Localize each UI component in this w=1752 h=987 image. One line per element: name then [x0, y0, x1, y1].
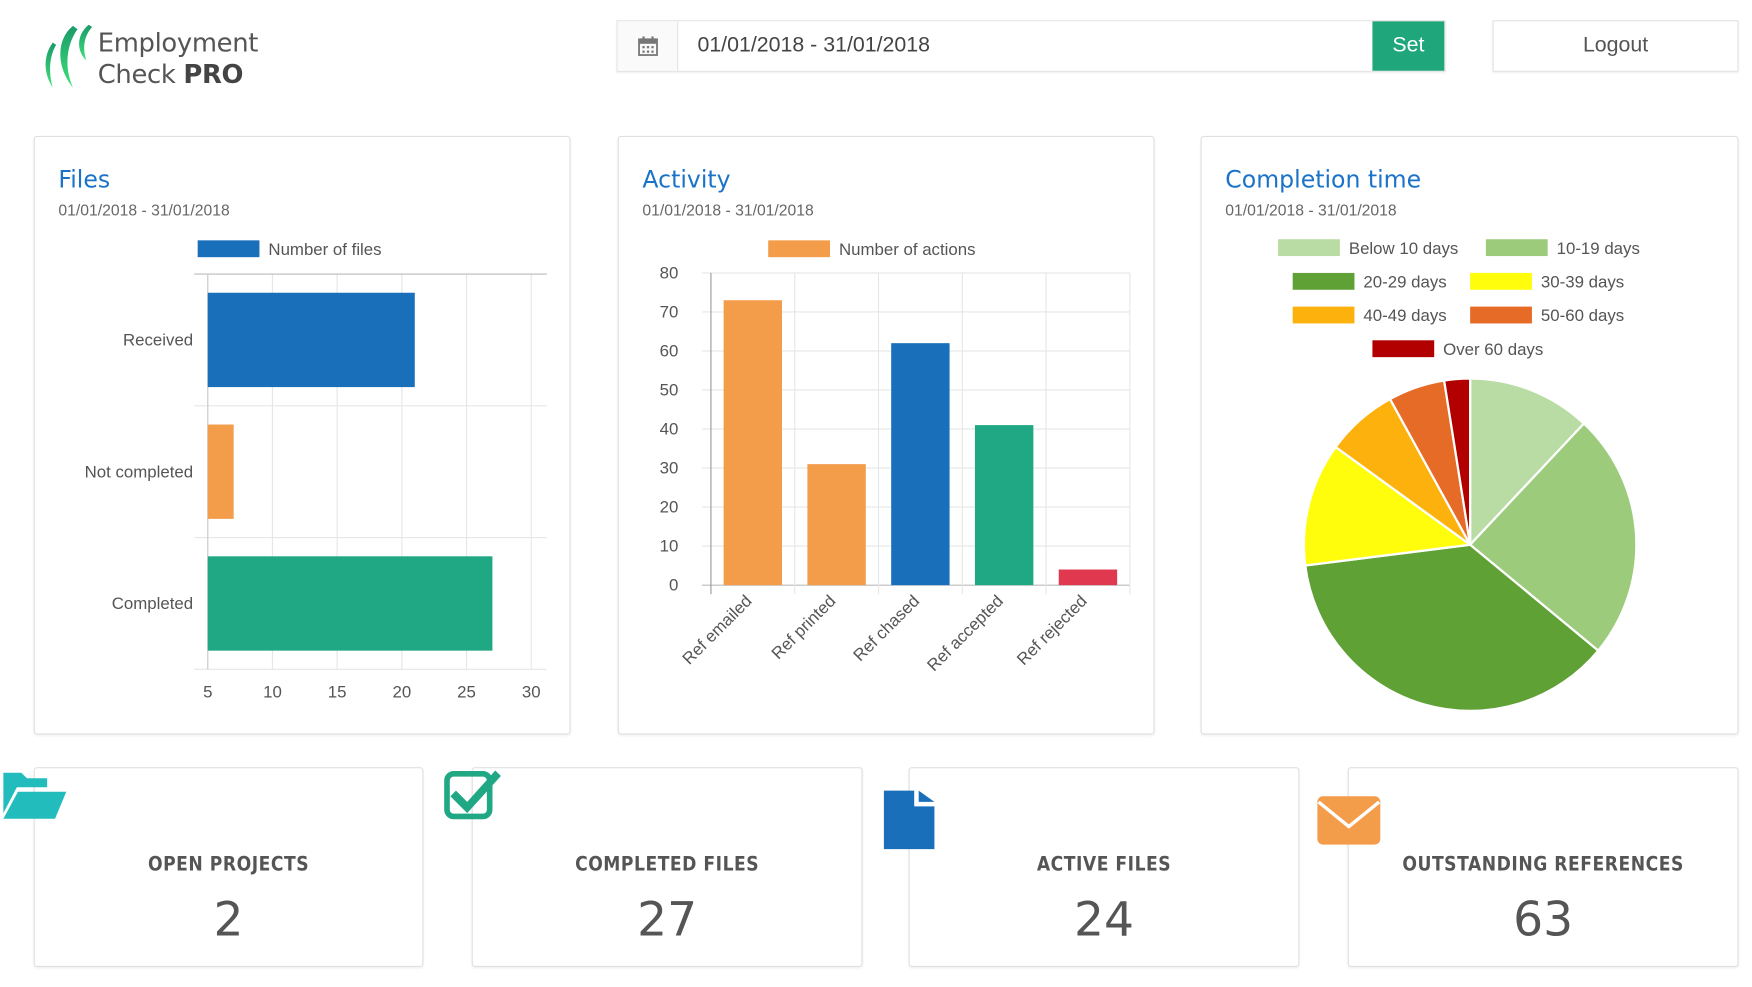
stat-outstanding-references[interactable]: OUTSTANDING REFERENCES 63 — [1317, 767, 1739, 967]
envelope-icon — [1317, 796, 1381, 845]
stat-label: OPEN PROJECTS — [147, 853, 310, 877]
activity-date: 01/01/2018 - 31/01/2018 — [642, 201, 814, 220]
stat-label: COMPLETED FILES — [575, 853, 760, 877]
y-tick-label: 30 — [660, 459, 679, 478]
pie-slice-20-29-days — [1303, 543, 1600, 712]
stat-value: 2 — [213, 891, 244, 947]
y-tick-label: 70 — [660, 303, 679, 322]
x-tick-label: 30 — [522, 682, 541, 701]
y-tick-label: Completed — [112, 594, 193, 613]
legend-swatch — [768, 240, 830, 258]
bar-completed — [207, 556, 493, 651]
file-icon — [883, 790, 935, 850]
x-tick-label: Ref emailed — [679, 591, 756, 668]
legend-swatch — [1278, 239, 1340, 257]
x-tick-label: 15 — [328, 682, 347, 701]
legend-label: Over 60 days — [1443, 340, 1543, 359]
stat-active-files[interactable]: ACTIVE FILES 24 — [883, 767, 1300, 967]
files-chart: Number of files 5 10 15 20 25 30 Received Not co… — [85, 240, 547, 701]
stat-open-projects[interactable]: OPEN PROJECTS 2 — [3, 767, 424, 967]
legend-label: 50-60 days — [1541, 306, 1624, 325]
set-button[interactable]: Set — [1372, 21, 1445, 71]
bar-not-completed — [207, 424, 234, 519]
logo: Employment Check PRO — [97, 28, 259, 91]
activity-card: Activity 01/01/2018 - 31/01/2018 Number … — [617, 135, 1155, 735]
y-tick-label: 0 — [669, 576, 678, 595]
y-tick-label: 10 — [660, 537, 679, 556]
x-tick-label: 20 — [392, 682, 411, 701]
y-tick-label: Received — [123, 331, 193, 350]
calendar-icon[interactable] — [617, 21, 679, 71]
check-square-icon — [444, 770, 501, 820]
stat-label: OUTSTANDING REFERENCES — [1402, 853, 1684, 877]
legend-swatch — [1372, 340, 1435, 358]
x-tick-label: Ref printed — [768, 591, 840, 663]
legend-swatch — [1470, 272, 1532, 290]
logo-line2: Check — [97, 60, 176, 90]
legend-swatch — [1292, 306, 1355, 324]
bar-ref-rejected — [1058, 569, 1118, 586]
legend-label: 30-39 days — [1541, 273, 1624, 292]
bar-ref-chased — [891, 343, 950, 586]
completion-date: 01/01/2018 - 31/01/2018 — [1225, 201, 1397, 220]
logo-line1: Employment — [97, 29, 259, 59]
activity-chart: Number of actions 0 10 20 30 40 50 60 70 80 Ref em… — [660, 240, 1131, 675]
activity-title: Activity — [642, 166, 731, 194]
stat-completed-files[interactable]: COMPLETED FILES 27 — [444, 767, 863, 967]
y-tick-label: Not completed — [85, 462, 194, 481]
logout-button[interactable]: Logout — [1492, 20, 1739, 72]
y-tick-label: 50 — [660, 381, 679, 400]
legend-swatch — [197, 240, 260, 258]
stat-value: 63 — [1513, 891, 1574, 947]
date-range-group: Set — [616, 20, 1446, 72]
stat-value: 24 — [1073, 891, 1135, 947]
completion-card: Completion time 01/01/2018 - 31/01/2018 … — [1200, 135, 1739, 735]
pie-slice-below-10-days — [1469, 377, 1586, 548]
legend-label: Number of files — [268, 240, 381, 259]
pie-slice-over-60-days — [1442, 377, 1472, 545]
legend-label: Below 10 days — [1349, 239, 1458, 258]
y-tick-label: 60 — [660, 342, 679, 361]
legend-label: 10-19 days — [1557, 239, 1640, 258]
legend-swatch — [1485, 239, 1548, 257]
stat-label: ACTIVE FILES — [1036, 853, 1172, 877]
legend-swatch — [1292, 272, 1355, 290]
files-card: Files 01/01/2018 - 31/01/2018 Number of … — [33, 135, 571, 735]
x-tick-label: 10 — [263, 682, 282, 701]
completion-chart: Below 10 days 10-19 days 20-29 days 30-39 d… — [1278, 239, 1640, 712]
legend-label: 20-29 days — [1363, 273, 1446, 292]
files-title: Files — [58, 166, 111, 194]
legend-swatch — [1470, 306, 1532, 324]
bar-ref-printed — [807, 464, 866, 586]
logo-icon — [45, 24, 93, 88]
x-tick-label: Ref rejected — [1013, 591, 1091, 669]
bar-ref-emailed — [723, 300, 783, 586]
pie-slice-30-39-days — [1302, 445, 1474, 567]
y-tick-label: 40 — [660, 420, 679, 439]
bar-received — [207, 292, 415, 388]
folder-open-icon — [3, 772, 67, 819]
date-range-input[interactable] — [678, 21, 1373, 71]
legend-label: Number of actions — [839, 240, 976, 259]
x-tick-label: Ref chased — [850, 591, 924, 665]
pie-slice-10-19-days — [1468, 421, 1638, 653]
y-tick-label: 80 — [660, 264, 679, 283]
stat-value: 27 — [637, 891, 698, 947]
files-date: 01/01/2018 - 31/01/2018 — [58, 201, 230, 220]
x-tick-label: 25 — [457, 682, 476, 701]
y-tick-label: 20 — [660, 498, 679, 517]
completion-title: Completion time — [1225, 166, 1422, 194]
x-tick-label: 5 — [203, 682, 212, 701]
legend-label: 40-49 days — [1363, 306, 1446, 325]
bar-ref-accepted — [974, 425, 1034, 586]
logo-pro: PRO — [183, 60, 244, 90]
x-tick-label: Ref accepted — [923, 591, 1007, 675]
